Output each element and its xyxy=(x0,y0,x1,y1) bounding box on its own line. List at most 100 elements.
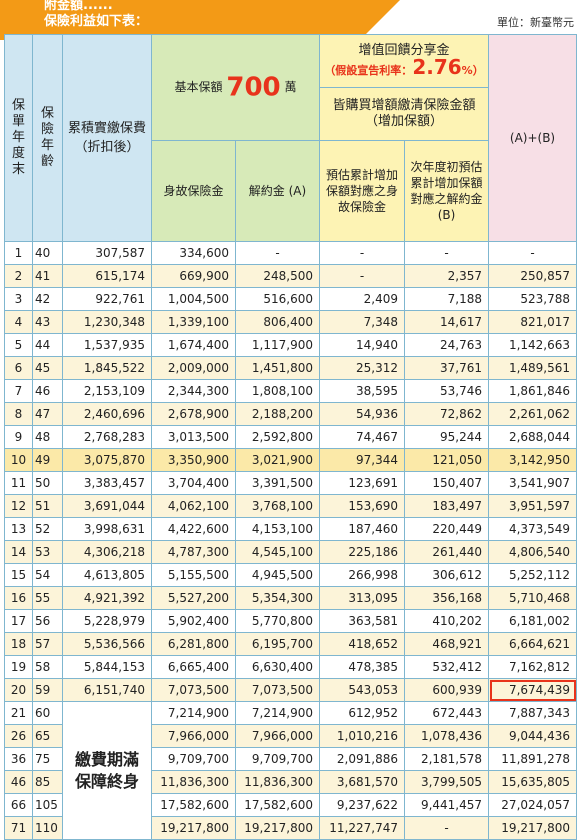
cell-policy-year: 15 xyxy=(4,563,33,587)
cell-surrender-value: 7,966,000 xyxy=(235,724,320,748)
cell-est-surrender: 37,761 xyxy=(403,356,490,380)
cell-surrender-value: 4,545,100 xyxy=(235,540,320,564)
cell-death-benefit: 2,009,000 xyxy=(151,356,236,380)
table-row: 17 56 5,228,979 5,902,400 5,770,800 363,581 41… xyxy=(4,609,578,633)
header-sum-a-b: (A)+(B) xyxy=(488,34,578,242)
cell-est-death-benefit: - xyxy=(319,264,405,288)
cell-death-benefit: 7,214,900 xyxy=(151,701,236,725)
table-row: 11 50 3,383,457 3,704,400 3,391,500 123,691 15… xyxy=(4,471,578,495)
cell-policy-year: 7 xyxy=(4,379,33,403)
cell-death-benefit: 3,013,500 xyxy=(151,425,236,449)
table-row: 9 48 2,768,283 3,013,500 2,592,800 74,467 95,2… xyxy=(4,425,578,449)
cell-est-death-benefit: 363,581 xyxy=(319,609,405,633)
cell-surrender-value: 3,768,100 xyxy=(235,494,320,518)
cell-sum-a-b: 3,142,950 xyxy=(488,448,578,472)
cell-est-death-benefit: 2,091,886 xyxy=(319,747,405,771)
cell-sum-a-b: 11,891,278 xyxy=(488,747,578,771)
cell-policy-year: 2 xyxy=(4,264,33,288)
policy_year-char: 單 xyxy=(11,114,25,129)
cell-age: 55 xyxy=(32,586,63,610)
cell-est-surrender: 150,407 xyxy=(403,471,490,495)
cell-policy-year: 20 xyxy=(4,678,33,702)
cell-est-surrender: 306,612 xyxy=(403,563,490,587)
cell-age: 85 xyxy=(32,770,63,794)
currency-unit: 單位：新臺幣元 xyxy=(497,16,574,29)
cell-cumulative-premium: 3,691,044 xyxy=(62,494,152,518)
cell-cumulative-premium: 2,768,283 xyxy=(62,425,152,449)
cell-cumulative-premium: 6,151,740 xyxy=(62,678,152,702)
cell-sum-a-b: 9,044,436 xyxy=(488,724,578,748)
cell-est-death-benefit: 123,691 xyxy=(319,471,405,495)
cell-est-death-benefit: 97,344 xyxy=(319,448,405,472)
cell-age: 49 xyxy=(32,448,63,472)
cell-death-benefit: 6,665,400 xyxy=(151,655,236,679)
cell-death-benefit: 19,217,800 xyxy=(151,816,236,840)
cell-est-surrender: 600,939 xyxy=(403,678,490,702)
cell-cumulative-premium: 5,844,153 xyxy=(62,655,152,679)
cell-policy-year: 18 xyxy=(4,632,33,656)
header-banner: 附金額...... 保險利益如下表： xyxy=(0,0,400,40)
cell-age: 50 xyxy=(32,471,63,495)
cell-death-benefit: 4,787,300 xyxy=(151,540,236,564)
banner-line-1: 附金額...... xyxy=(44,0,113,13)
cell-age: 45 xyxy=(32,356,63,380)
cell-surrender-value: 19,217,800 xyxy=(235,816,320,840)
cell-age: 53 xyxy=(32,540,63,564)
cell-age: 105 xyxy=(32,793,63,817)
cell-death-benefit: 9,709,700 xyxy=(151,747,236,771)
cell-policy-year: 14 xyxy=(4,540,33,564)
cell-policy-year: 4 xyxy=(4,310,33,334)
cell-est-surrender: 356,168 xyxy=(403,586,490,610)
cell-cumulative-premium: 2,460,696 xyxy=(62,402,152,426)
cell-surrender-value: 3,391,500 xyxy=(235,471,320,495)
cell-age: 52 xyxy=(32,517,63,541)
cell-age: 65 xyxy=(32,724,63,748)
cell-surrender-value: 7,214,900 xyxy=(235,701,320,725)
cell-death-benefit: 11,836,300 xyxy=(151,770,236,794)
table-row: 6 45 1,845,522 2,009,000 1,451,800 25,312 37,7… xyxy=(4,356,578,380)
cell-sum-a-b: 27,024,057 xyxy=(488,793,578,817)
cell-est-surrender: 261,440 xyxy=(403,540,490,564)
policy_year-char: 年 xyxy=(11,130,25,145)
banner-corner xyxy=(360,0,400,40)
cell-surrender-value: - xyxy=(235,241,320,265)
rate-suffix: %） xyxy=(461,64,484,77)
rate-label: （假設宣告利率： xyxy=(324,64,413,77)
cell-est-death-benefit: 543,053 xyxy=(319,678,405,702)
table-row: 4 43 1,230,348 1,339,100 806,400 7,348 14,617 8… xyxy=(4,310,578,334)
cell-est-death-benefit: 9,237,622 xyxy=(319,793,405,817)
cell-est-death-benefit: 74,467 xyxy=(319,425,405,449)
age-char: 齡 xyxy=(40,154,54,169)
cell-age: 43 xyxy=(32,310,63,334)
cell-surrender-value: 248,500 xyxy=(235,264,320,288)
age-char: 保 xyxy=(40,106,54,121)
cell-est-surrender: 3,799,505 xyxy=(403,770,490,794)
cell-surrender-value: 1,808,100 xyxy=(235,379,320,403)
rate-value: 2.76 xyxy=(412,55,462,79)
cell-death-benefit: 4,422,600 xyxy=(151,517,236,541)
cell-est-death-benefit: 266,998 xyxy=(319,563,405,587)
policy_year-char: 保 xyxy=(11,98,25,113)
cell-est-surrender: 53,746 xyxy=(403,379,490,403)
cell-cumulative-premium: 3,998,631 xyxy=(62,517,152,541)
cell-surrender-value: 5,770,800 xyxy=(235,609,320,633)
cell-surrender-value: 6,630,400 xyxy=(235,655,320,679)
cell-sum-a-b: 250,857 xyxy=(488,264,578,288)
cell-cumulative-premium: 4,613,805 xyxy=(62,563,152,587)
cell-sum-a-b: 6,664,621 xyxy=(488,632,578,656)
cell-death-benefit: 334,600 xyxy=(151,241,236,265)
table-row: 18 57 5,536,566 6,281,800 6,195,700 418,652 46… xyxy=(4,632,578,656)
cell-est-death-benefit: 7,348 xyxy=(319,310,405,334)
cell-death-benefit: 669,900 xyxy=(151,264,236,288)
cell-est-surrender: 220,449 xyxy=(403,517,490,541)
cell-policy-year: 1 xyxy=(4,241,33,265)
cell-cumulative-premium: 3,383,457 xyxy=(62,471,152,495)
cell-death-benefit: 5,527,200 xyxy=(151,586,236,610)
basic-sum-amount: 700 xyxy=(226,72,281,103)
cell-policy-year: 66 xyxy=(4,793,33,817)
payment-complete-note: 繳費期滿 保障終身 xyxy=(62,701,152,840)
cell-sum-a-b: 6,181,002 xyxy=(488,609,578,633)
cell-surrender-value: 4,153,100 xyxy=(235,517,320,541)
cell-surrender-value: 4,945,500 xyxy=(235,563,320,587)
header-est-death-benefit: 預估累計增加保額對應之身故保險金 xyxy=(319,140,405,242)
